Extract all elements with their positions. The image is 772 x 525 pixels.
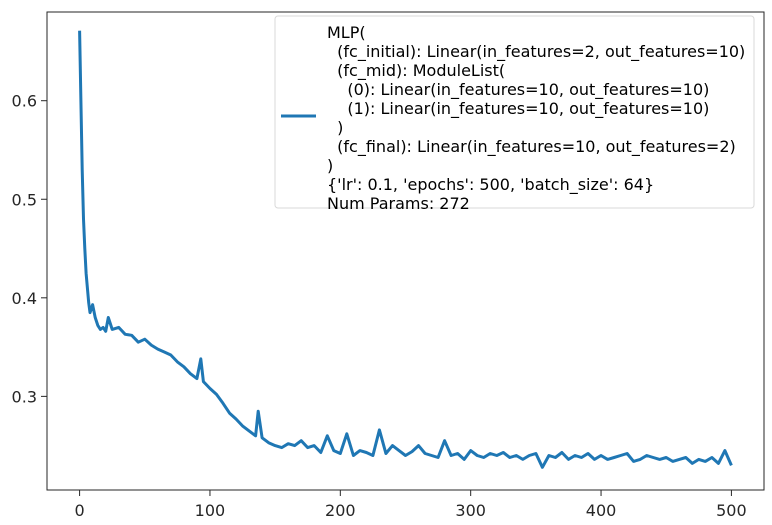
y-tick-label: 0.3 [12, 387, 37, 406]
x-tick-label: 400 [586, 501, 617, 520]
legend-label-line: {'lr': 0.1, 'epochs': 500, 'batch_size':… [327, 175, 654, 195]
y-tick-label: 0.4 [12, 289, 37, 308]
x-tick-label: 300 [455, 501, 486, 520]
legend-label-line: ) [327, 118, 343, 137]
legend-label-line: (fc_mid): ModuleList( [327, 61, 505, 81]
series-line [78, 30, 733, 469]
x-tick-label: 200 [325, 501, 356, 520]
legend-label-line: (fc_initial): Linear(in_features=2, out_… [327, 42, 745, 62]
legend-label-line: (1): Linear(in_features=10, out_features… [327, 99, 709, 119]
legend-label-line: Num Params: 272 [327, 194, 470, 213]
x-tick-label: 0 [74, 501, 84, 520]
plot-frame [46, 11, 765, 491]
legend-label-line: (fc_final): Linear(in_features=10, out_f… [327, 137, 736, 157]
legend-label-line: MLP( [327, 23, 366, 42]
x-tick-label: 100 [195, 501, 226, 520]
legend-label-line: ) [327, 156, 333, 175]
y-tick-label: 0.6 [12, 92, 37, 111]
legend-label-line: (0): Linear(in_features=10, out_features… [327, 80, 709, 100]
x-tick-label: 500 [716, 501, 747, 520]
y-tick-label: 0.5 [12, 190, 37, 209]
legend-label: MLP( (fc_initial): Linear(in_features=2,… [327, 23, 745, 213]
legend-box [274, 15, 755, 209]
